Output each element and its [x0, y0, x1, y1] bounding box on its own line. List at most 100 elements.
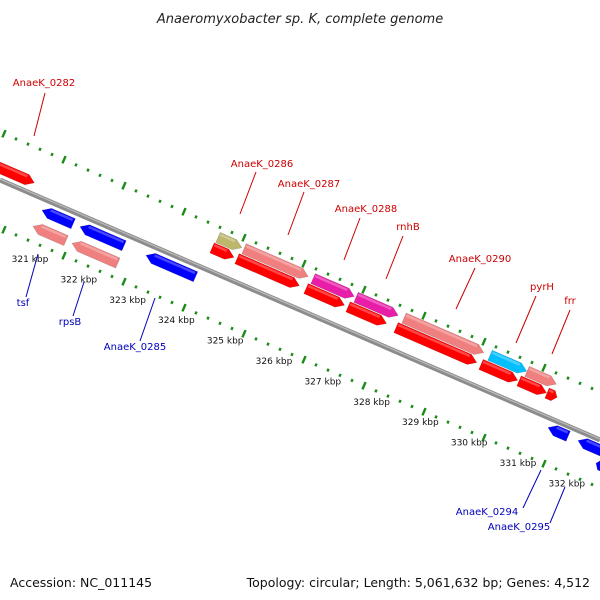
label-leader-tsf — [25, 253, 39, 298]
gene-arrow-anaek_0285 — [145, 253, 199, 283]
outer-ring-dot — [481, 337, 487, 346]
gene-label-rpsb: rpsB — [59, 317, 82, 328]
gene-arrow — [234, 253, 300, 288]
scale-label: 324 kbp — [158, 316, 195, 326]
inner-ring-dot — [26, 238, 30, 242]
inner-ring-dot — [590, 482, 594, 487]
label-leader-anaek_0294 — [522, 469, 542, 509]
outer-ring-dot — [301, 259, 307, 268]
outer-ring-dot — [494, 345, 498, 349]
gene-label-frr: frr — [564, 296, 576, 307]
outer-ring-dot — [14, 137, 18, 141]
outer-ring-dot — [146, 194, 150, 198]
inner-ring-dot — [38, 243, 42, 248]
inner-ring-dot — [146, 290, 150, 294]
outer-ring-dot — [121, 181, 127, 190]
inner-ring-dot — [578, 477, 582, 482]
inner-dotted-ring — [1, 225, 594, 487]
outer-ring-dot — [374, 293, 378, 297]
label-leader-anaek_0290 — [455, 267, 476, 310]
gene-arrow-anaek_0294 — [547, 425, 571, 442]
gene-arrow-frr — [524, 365, 557, 387]
gene-arrow — [595, 459, 600, 473]
gene-label-anaek_0290: AnaeK_0290 — [449, 254, 511, 265]
inner-ring-dot — [194, 311, 198, 315]
outer-ring-dot — [410, 308, 414, 313]
gene-label-anaek_0285: AnaeK_0285 — [104, 342, 166, 353]
gene-arrow-anaek_0282 — [0, 159, 35, 186]
gene-arrow-anaek_0295 — [577, 438, 600, 458]
gene-label-anaek_0282: AnaeK_0282 — [13, 78, 75, 89]
gene-label-anaek_0287: AnaeK_0287 — [278, 179, 340, 190]
inner-ring-dot — [206, 316, 210, 320]
outer-ring-dot — [361, 285, 367, 294]
outer-ring-dot — [554, 371, 558, 375]
gene-arrow-pyrh — [487, 349, 528, 374]
outer-ring-dot — [26, 142, 30, 146]
outer-ring-dot — [566, 376, 570, 380]
inner-ring-dot — [241, 329, 247, 338]
outer-ring-dot — [134, 189, 138, 193]
gene-arrow-shine — [349, 303, 381, 319]
outer-ring-dot — [241, 233, 247, 242]
outer-ring-dot — [181, 207, 187, 216]
inner-ring-dot — [278, 347, 282, 352]
gene-label-tsf: tsf — [17, 298, 30, 309]
gene-label-rnhb: rnhB — [396, 222, 420, 233]
gene-arrow-anaek_0286 — [215, 232, 243, 250]
inner-ring-dot — [398, 399, 402, 404]
gene-label-anaek_0295: AnaeK_0295 — [488, 522, 550, 533]
label-leader-rpsb — [72, 281, 85, 317]
gene-label-anaek_0288: AnaeK_0288 — [335, 204, 397, 215]
inner-ring-dot — [554, 467, 558, 471]
scale-label: 325 kbp — [207, 337, 244, 347]
gene-arrow — [544, 387, 558, 402]
gene-arrow-anaek_0288 — [310, 273, 355, 299]
gene-arrow-rnhb — [353, 291, 399, 318]
label-leader-anaek_0286 — [239, 171, 257, 215]
inner-ring-dot — [50, 248, 54, 253]
scale-label: 330 kbp — [451, 439, 488, 449]
outer-ring-dot — [158, 199, 162, 204]
inner-ring-dot — [314, 363, 318, 367]
inner-ring-dot — [518, 451, 522, 456]
gene-arrow-shine — [88, 225, 124, 244]
outer-ring-dot — [398, 303, 402, 308]
scale-label: 332 kbp — [548, 479, 585, 489]
gene-arrow-shine — [0, 161, 28, 178]
inner-ring-dot — [110, 274, 114, 279]
outer-ring-dot — [194, 215, 198, 219]
gene-arrow-shine — [520, 377, 541, 388]
feature-arrows — [0, 159, 600, 473]
outer-ring-dot — [590, 386, 594, 391]
inner-ring-dot — [290, 352, 294, 357]
inner-ring-dot — [374, 389, 378, 393]
outer-ring-dot — [254, 241, 258, 245]
scale-label: 327 kbp — [304, 377, 341, 387]
outer-ring-dot — [458, 329, 462, 334]
outer-ring-dot — [338, 277, 342, 282]
inner-ring-dot — [326, 368, 330, 372]
gene-arrow-shine — [213, 244, 228, 252]
gene-arrow — [79, 224, 127, 252]
outer-ring-dot — [578, 381, 582, 386]
outer-ring-dot — [350, 282, 354, 287]
inner-ring-dot — [361, 381, 367, 390]
outer-ring-dot — [278, 251, 282, 256]
label-leader-anaek_0295 — [549, 486, 566, 524]
inner-ring-dot — [481, 433, 487, 442]
gene-arrow-shine — [80, 242, 118, 261]
inner-ring-dot — [530, 456, 534, 461]
gene-arrow-shine — [307, 284, 339, 300]
outer-ring-dot — [541, 363, 547, 372]
inner-ring-dot — [86, 264, 90, 268]
gene-arrow — [41, 208, 76, 230]
gene-arrow — [516, 375, 548, 396]
inner-ring-dot — [170, 300, 174, 305]
outer-ring-dot — [386, 298, 390, 302]
scale-label: 326 kbp — [256, 357, 293, 367]
outer-ring-dot — [170, 204, 174, 209]
outer-ring-dot — [506, 350, 510, 354]
label-leader-pyrh — [515, 295, 537, 344]
inner-ring-dot — [350, 378, 354, 383]
